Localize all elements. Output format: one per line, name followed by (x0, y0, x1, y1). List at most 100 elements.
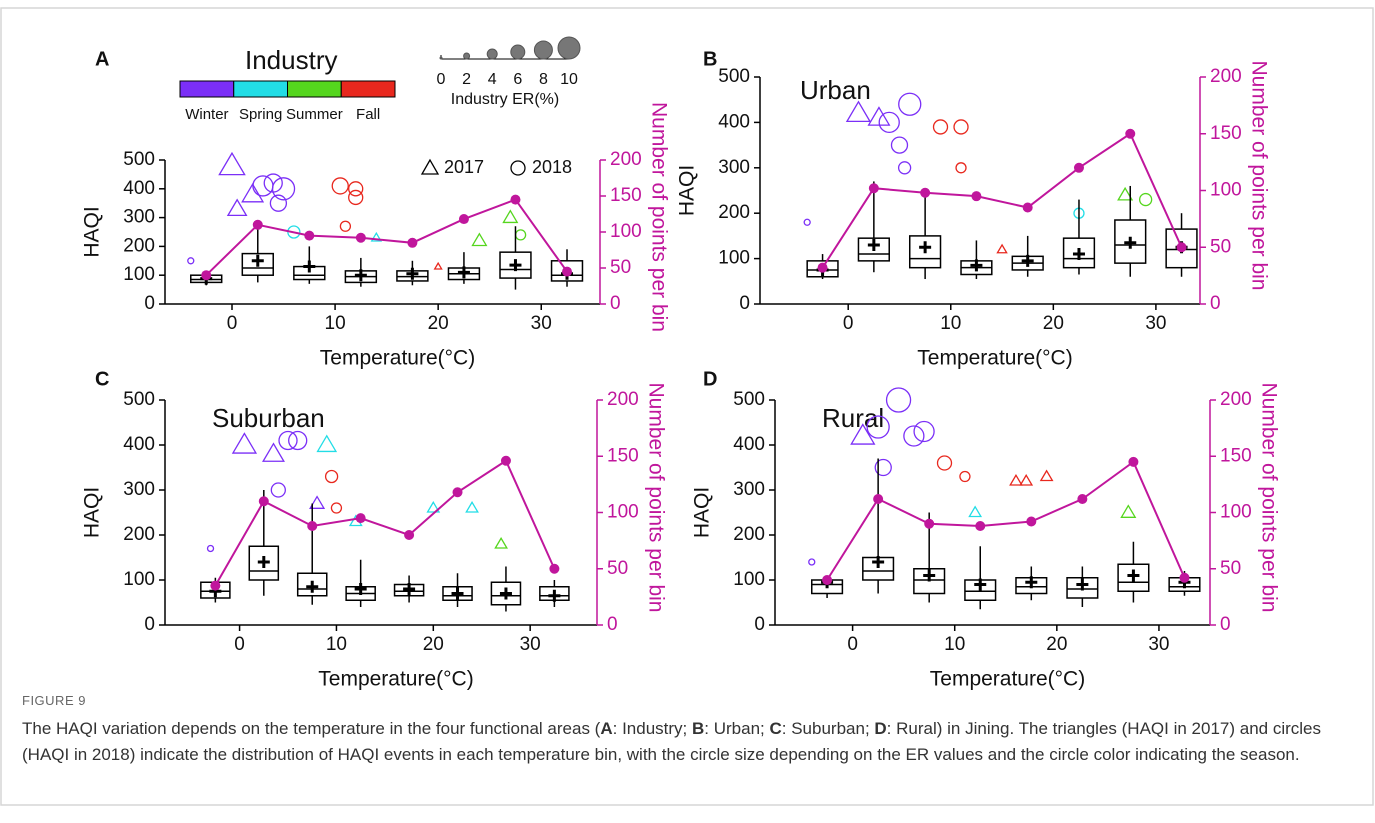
y-axis-label: HAQI (676, 165, 699, 216)
box (1117, 563, 1150, 592)
caption-part: : Urban; (704, 719, 770, 738)
y-axis-label: HAQI (81, 487, 104, 538)
box (241, 252, 274, 276)
figure-label: FIGURE 9 (22, 693, 86, 708)
box (1066, 577, 1099, 599)
y-tick-label: 500 (123, 389, 155, 410)
scatter-circle (890, 136, 909, 154)
size-tick-label: 10 (560, 71, 578, 88)
scatter-circle (270, 482, 286, 498)
scatter-triangle (502, 209, 519, 224)
box (806, 260, 839, 278)
scatter-circle (263, 173, 283, 193)
panel-letter: C (95, 368, 109, 390)
scatter-triangle (494, 536, 508, 549)
caption-text: The HAQI variation depends on the temper… (22, 719, 1321, 764)
size-tick-label: 8 (539, 71, 548, 88)
mean-marker (872, 556, 885, 568)
count-dot (404, 530, 415, 540)
y2-tick-label: 0 (607, 614, 618, 635)
x-tick-label: 0 (234, 634, 245, 655)
count-dot (975, 521, 986, 531)
mean-marker (257, 556, 270, 568)
x-tick-label: 10 (325, 313, 346, 334)
count-dot (971, 191, 982, 202)
count-dot (201, 270, 212, 281)
mean-marker (499, 587, 512, 600)
y-tick-label: 200 (733, 524, 765, 545)
y-tick-label: 100 (733, 569, 765, 590)
count-dot (407, 237, 418, 248)
count-dot (1022, 202, 1033, 213)
season-label: Fall (356, 106, 380, 123)
box (913, 568, 946, 595)
scatter-circle (803, 218, 811, 226)
y2-tick-label: 100 (1210, 180, 1242, 201)
figure-frame (0, 7, 1374, 806)
size-tick-label: 0 (437, 71, 446, 88)
size-circle (510, 44, 526, 60)
scatter-circle (331, 177, 349, 195)
count-dot (210, 580, 221, 591)
count-dot (355, 513, 366, 524)
x-tick-label: 0 (843, 313, 854, 334)
scatter-circle (330, 502, 343, 514)
caption-part: : Industry; (612, 719, 692, 738)
scatter-triangle (370, 231, 383, 242)
box (499, 251, 532, 279)
box (1114, 219, 1147, 264)
scatter-triangle (1019, 473, 1034, 486)
caption-part: A (600, 719, 613, 738)
caption: FIGURE 9 The HAQI variation depends on t… (22, 688, 1352, 768)
y2-tick-label: 50 (1220, 558, 1241, 579)
x-tick-label: 30 (531, 313, 552, 334)
y-tick-label: 100 (718, 248, 750, 269)
count-dot (355, 232, 366, 243)
scatter-triangle (968, 505, 983, 518)
y-tick-label: 0 (144, 614, 155, 635)
y2-tick-label: 150 (1220, 445, 1252, 466)
box (490, 581, 522, 606)
caption-part: B (692, 719, 705, 738)
count-dot (920, 187, 931, 198)
scatter-triangle (309, 495, 326, 509)
y-tick-label: 300 (733, 479, 765, 500)
scatter-triangle (1120, 504, 1137, 518)
mean-marker (509, 259, 522, 272)
size-circle (533, 40, 553, 60)
x-tick-label: 20 (1046, 634, 1067, 655)
scatter-circle (903, 425, 925, 447)
count-dot (252, 219, 263, 230)
y-axis-label: HAQI (691, 487, 714, 538)
size-circle (439, 56, 443, 60)
box (857, 237, 890, 262)
mean-marker (406, 267, 419, 280)
season-label: Spring (239, 106, 282, 123)
mean-marker (1072, 248, 1085, 261)
scatter-circle (271, 177, 296, 201)
scatter-circle (959, 470, 971, 483)
scatter-circle (206, 544, 215, 553)
y-tick-label: 300 (123, 479, 155, 500)
scatter-circle (913, 420, 935, 443)
y2-tick-label: 50 (610, 257, 631, 278)
scatter-triangle (241, 182, 265, 203)
y2-axis-label: Number of points per bin (644, 383, 667, 613)
count-dot (307, 521, 318, 531)
y2-tick-label: 100 (610, 221, 642, 242)
size-tick-label: 4 (488, 71, 497, 88)
scatter-triangle (231, 432, 258, 454)
x-tick-label: 30 (1145, 313, 1166, 334)
x-tick-label: 0 (227, 313, 238, 334)
season-label: Winter (185, 106, 228, 123)
size-tick-label: 6 (513, 71, 522, 88)
season-label: Summer (286, 106, 343, 123)
count-dot (510, 194, 521, 205)
scatter-triangle (433, 261, 443, 270)
panel-letter: A (95, 48, 109, 70)
mean-marker (306, 580, 319, 593)
count-dot (500, 455, 511, 466)
x-tick-label: 20 (1043, 313, 1064, 334)
scatter-triangle (471, 232, 488, 247)
